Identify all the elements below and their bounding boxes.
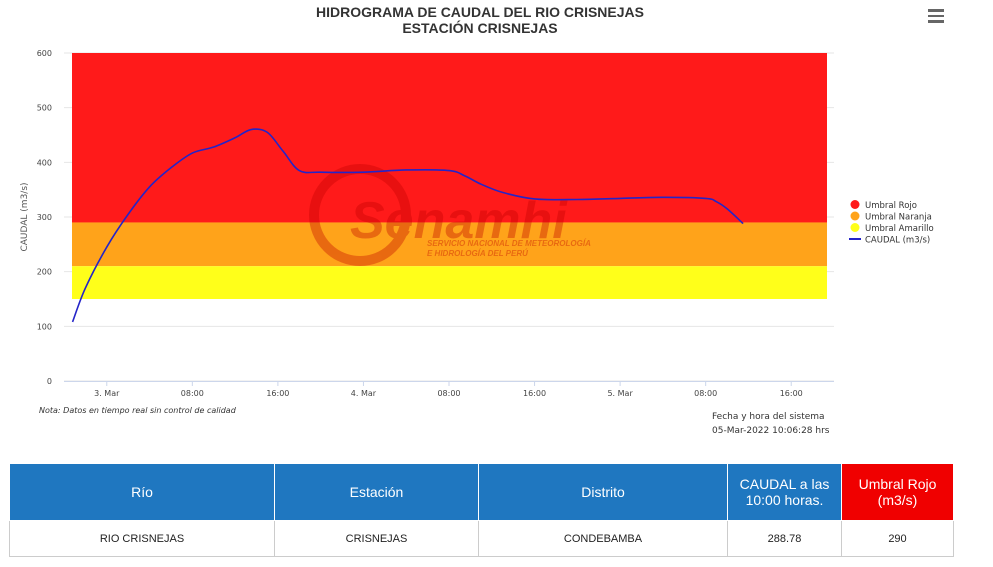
table-row: RIO CRISNEJAS CRISNEJAS CONDEBAMBA 288.7… (9, 520, 954, 557)
x-tick-label: 4. Mar (351, 389, 377, 398)
chart-subtitle: ESTACIÓN CRISNEJAS (402, 20, 558, 36)
x-tick-label: 3. Mar (94, 389, 120, 398)
header-estacion: Estación (274, 463, 479, 521)
x-tick-label: 16:00 (523, 389, 546, 398)
y-tick-label: 0 (47, 377, 52, 386)
legend-symbol-umbral-rojo (850, 200, 860, 209)
legend-label-umbral-rojo: Umbral Rojo (865, 201, 917, 211)
x-tick-label: 08:00 (181, 389, 204, 398)
legend-label-caudal-m3-s: CAUDAL (m3/s) (865, 236, 930, 246)
y-tick-label: 200 (37, 268, 52, 277)
y-tick-label: 100 (37, 322, 52, 331)
x-tick-label: 08:00 (694, 389, 717, 398)
cell-estacion: CRISNEJAS (274, 520, 479, 557)
legend-symbol-umbral-naranja (850, 211, 860, 221)
y-tick-label: 400 (37, 158, 52, 167)
band-umbral-naranja (72, 222, 827, 267)
hamburger-menu-icon[interactable] (926, 6, 946, 24)
data-quality-note: Nota: Datos en tiempo real sin control d… (39, 406, 236, 415)
legend-label-umbral-amarillo: Umbral Amarillo (865, 224, 934, 234)
band-umbral-amarillo (72, 266, 827, 299)
y-tick-label: 300 (37, 213, 52, 222)
header-distrito: Distrito (478, 463, 728, 521)
legend-label-umbral-naranja: Umbral Naranja (865, 213, 932, 223)
cell-umbral-rojo: 290 (841, 520, 954, 557)
x-tick-label: 5. Mar (607, 389, 633, 398)
x-tick-label: 16:00 (780, 389, 803, 398)
header-rio: Río (9, 463, 275, 521)
header-umbral-rojo: Umbral Rojo (m3/s) (841, 463, 954, 521)
y-tick-label: 500 (37, 104, 52, 113)
watermark-caption-line: SERVICIO NACIONAL DE METEOROLOGÍA (427, 239, 591, 248)
system-time: Fecha y hora del sistema 05-Mar-2022 10:… (712, 410, 830, 438)
station-info-table: Río Estación Distrito CAUDAL a las 10:00… (9, 463, 954, 557)
system-time-value: 05-Mar-2022 10:06:28 hrs (712, 426, 830, 436)
legend-symbol-umbral-amarillo (850, 223, 860, 232)
system-time-label: Fecha y hora del sistema (712, 412, 825, 422)
y-axis-title: CAUDAL (m3/s) (20, 182, 30, 251)
header-caudal: CAUDAL a las 10:00 horas. (727, 463, 842, 521)
y-tick-label: 600 (37, 49, 52, 58)
band-umbral-rojo (72, 53, 827, 223)
cell-rio: RIO CRISNEJAS (9, 520, 275, 557)
watermark-brand: Senamhi (350, 192, 568, 250)
x-tick-label: 16:00 (266, 389, 289, 398)
x-tick-label: 08:00 (437, 389, 460, 398)
chart-title: HIDROGRAMA DE CAUDAL DEL RIO CRISNEJAS (316, 4, 644, 20)
series-line-caudal (71, 128, 744, 323)
watermark-caption-line: E HIDROLOGÍA DEL PERÚ (427, 249, 528, 258)
cell-distrito: CONDEBAMBA (478, 520, 728, 557)
table-header-row: Río Estación Distrito CAUDAL a las 10:00… (9, 463, 954, 521)
cell-caudal: 288.78 (727, 520, 842, 557)
watermark-sun-icon (309, 164, 411, 266)
